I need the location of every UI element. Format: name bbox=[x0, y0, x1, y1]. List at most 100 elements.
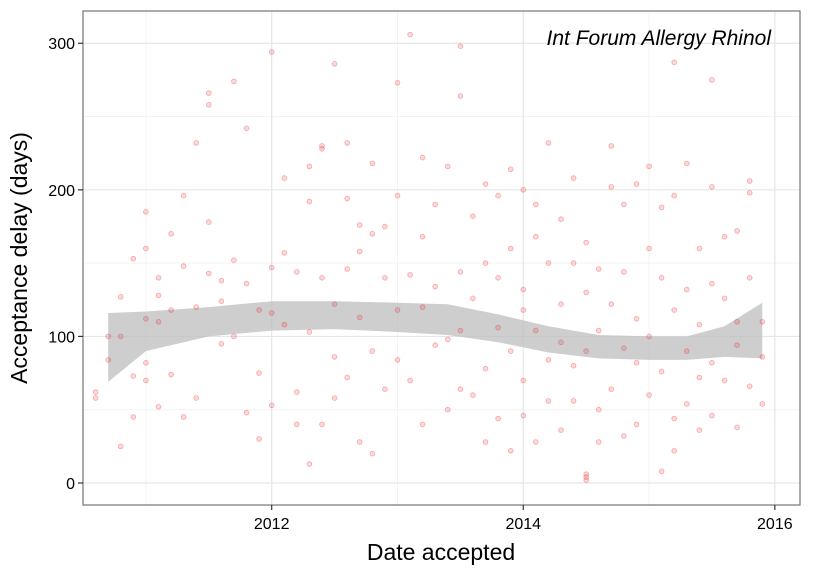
data-point bbox=[306, 461, 313, 467]
x-axis: 2012 2014 2016 bbox=[254, 505, 793, 533]
data-point bbox=[709, 359, 715, 366]
data-point bbox=[432, 283, 439, 290]
data-point bbox=[306, 329, 313, 335]
data-point bbox=[444, 336, 451, 343]
data-point bbox=[532, 233, 539, 240]
data-point bbox=[243, 125, 250, 132]
data-point bbox=[482, 439, 489, 445]
data-point bbox=[507, 166, 514, 173]
data-point bbox=[143, 377, 149, 384]
data-point bbox=[457, 327, 464, 334]
data-point bbox=[545, 260, 552, 266]
data-point bbox=[520, 286, 527, 293]
data-point bbox=[671, 59, 677, 66]
data-point bbox=[432, 342, 439, 349]
data-point bbox=[143, 359, 149, 366]
data-point bbox=[268, 49, 275, 55]
data-point bbox=[444, 163, 451, 170]
data-point bbox=[155, 274, 162, 281]
y-axis-title: Acceptance delay (days) bbox=[6, 132, 32, 384]
data-point bbox=[671, 307, 677, 313]
data-point bbox=[268, 402, 275, 409]
data-point bbox=[407, 272, 413, 278]
data-point bbox=[180, 192, 187, 199]
data-point bbox=[193, 304, 200, 310]
data-point bbox=[595, 406, 602, 413]
data-point bbox=[709, 184, 715, 190]
data-point bbox=[482, 260, 489, 266]
data-point bbox=[608, 184, 615, 190]
data-point bbox=[520, 377, 527, 384]
data-point bbox=[683, 160, 690, 167]
data-point bbox=[130, 373, 137, 379]
data-point bbox=[419, 421, 426, 428]
data-point bbox=[721, 377, 728, 384]
data-point bbox=[256, 370, 262, 376]
data-point bbox=[218, 298, 225, 305]
data-point bbox=[709, 412, 715, 419]
data-point bbox=[683, 348, 690, 354]
data-point bbox=[130, 255, 137, 262]
data-point bbox=[394, 80, 401, 86]
data-point bbox=[457, 43, 464, 49]
data-point bbox=[495, 415, 501, 422]
data-point bbox=[331, 301, 338, 308]
data-point bbox=[117, 333, 124, 340]
data-point bbox=[583, 471, 589, 478]
data-point bbox=[407, 31, 413, 38]
data-point bbox=[268, 264, 275, 271]
data-point bbox=[721, 233, 728, 240]
data-point bbox=[583, 348, 589, 354]
data-point bbox=[180, 263, 187, 269]
data-point bbox=[206, 219, 212, 225]
data-point bbox=[470, 392, 476, 398]
data-point bbox=[709, 77, 715, 83]
data-point bbox=[683, 286, 690, 293]
data-point bbox=[155, 403, 162, 410]
data-point bbox=[495, 192, 501, 199]
data-point bbox=[608, 386, 615, 393]
data-point bbox=[696, 374, 703, 381]
data-point bbox=[92, 395, 99, 401]
data-point bbox=[570, 398, 577, 404]
data-point bbox=[696, 321, 703, 328]
data-point bbox=[231, 78, 237, 85]
y-tick-label: 0 bbox=[66, 476, 75, 493]
data-point bbox=[583, 477, 589, 483]
data-point bbox=[621, 433, 627, 439]
data-point bbox=[206, 102, 212, 108]
data-point bbox=[734, 342, 740, 349]
data-point bbox=[168, 231, 174, 237]
chart-annotation: Int Forum Allergy Rhinol bbox=[547, 27, 773, 50]
data-point bbox=[746, 190, 753, 196]
grid-lines bbox=[83, 11, 800, 505]
y-tick-label: 100 bbox=[48, 329, 75, 346]
data-point bbox=[734, 318, 740, 325]
data-point bbox=[319, 143, 325, 149]
data-point bbox=[231, 257, 237, 264]
data-point bbox=[495, 274, 501, 281]
data-point bbox=[319, 146, 325, 152]
data-point bbox=[658, 368, 665, 375]
data-point bbox=[444, 406, 451, 413]
data-point bbox=[243, 409, 250, 416]
data-point bbox=[331, 395, 338, 401]
data-point bbox=[507, 245, 514, 252]
data-point bbox=[558, 427, 564, 434]
data-point bbox=[759, 318, 766, 325]
data-point bbox=[319, 421, 325, 428]
x-axis-title: Date accepted bbox=[367, 539, 515, 565]
data-point bbox=[105, 333, 111, 340]
data-point bbox=[218, 277, 225, 284]
data-point bbox=[495, 324, 501, 331]
data-point bbox=[671, 192, 677, 199]
data-point bbox=[470, 295, 476, 302]
data-point bbox=[583, 474, 589, 480]
data-point bbox=[646, 333, 652, 340]
data-point bbox=[482, 365, 489, 372]
data-point bbox=[608, 301, 615, 308]
data-point bbox=[356, 222, 363, 228]
data-point bbox=[507, 348, 514, 354]
data-point bbox=[746, 178, 753, 184]
